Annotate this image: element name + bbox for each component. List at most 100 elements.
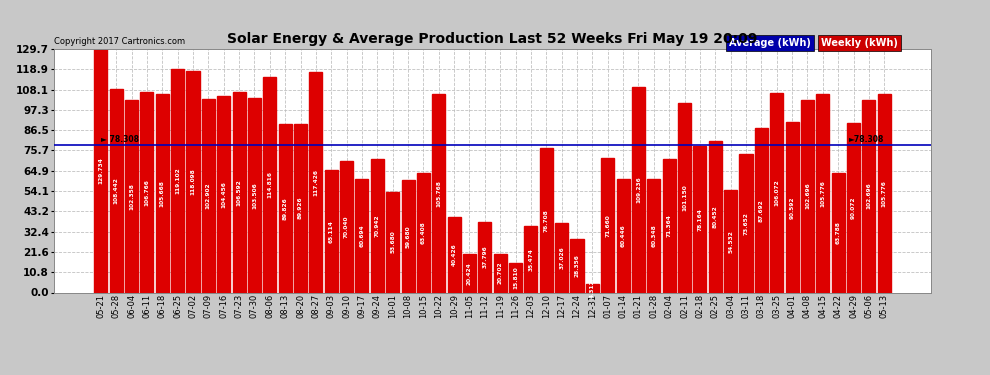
Text: 89.926: 89.926 bbox=[298, 197, 303, 219]
Text: 15.810: 15.810 bbox=[513, 266, 518, 289]
Bar bbox=[847, 123, 860, 292]
Bar bbox=[662, 159, 676, 292]
Text: 105.668: 105.668 bbox=[159, 180, 164, 207]
Bar bbox=[463, 254, 476, 292]
Text: ►78.308: ►78.308 bbox=[848, 135, 884, 144]
Text: 101.150: 101.150 bbox=[682, 184, 687, 211]
Bar bbox=[340, 161, 353, 292]
Text: 4.312: 4.312 bbox=[590, 279, 595, 298]
Bar bbox=[402, 180, 415, 292]
Bar bbox=[878, 94, 891, 292]
Bar bbox=[832, 173, 844, 292]
Bar bbox=[447, 217, 460, 292]
Bar bbox=[371, 159, 384, 292]
Bar bbox=[617, 179, 630, 292]
Text: 37.796: 37.796 bbox=[482, 246, 487, 268]
Bar bbox=[155, 94, 168, 292]
Bar bbox=[278, 124, 292, 292]
Text: 102.696: 102.696 bbox=[805, 183, 810, 210]
Text: 105.776: 105.776 bbox=[882, 180, 887, 207]
Bar bbox=[294, 124, 307, 292]
Text: 20.424: 20.424 bbox=[467, 262, 472, 285]
Bar bbox=[386, 192, 399, 292]
Text: 65.114: 65.114 bbox=[329, 220, 334, 243]
Text: 60.694: 60.694 bbox=[359, 224, 364, 247]
Text: 71.364: 71.364 bbox=[666, 214, 671, 237]
Bar bbox=[125, 100, 138, 292]
Bar bbox=[494, 254, 507, 292]
Bar bbox=[724, 190, 738, 292]
Text: 35.474: 35.474 bbox=[529, 248, 534, 271]
Text: 114.816: 114.816 bbox=[267, 171, 272, 198]
Text: Weekly (kWh): Weekly (kWh) bbox=[821, 38, 898, 48]
Text: 70.040: 70.040 bbox=[345, 216, 349, 238]
Text: 60.446: 60.446 bbox=[621, 224, 626, 247]
Text: 73.652: 73.652 bbox=[743, 212, 748, 235]
Bar bbox=[525, 226, 538, 292]
Text: Copyright 2017 Cartronics.com: Copyright 2017 Cartronics.com bbox=[54, 38, 185, 46]
Bar bbox=[770, 93, 783, 292]
Bar bbox=[754, 128, 768, 292]
Bar bbox=[817, 94, 830, 292]
Bar bbox=[632, 87, 645, 292]
Text: 102.358: 102.358 bbox=[129, 183, 134, 210]
Bar bbox=[478, 222, 491, 292]
Bar bbox=[433, 94, 446, 292]
Bar bbox=[110, 89, 123, 292]
Bar bbox=[248, 98, 261, 292]
Text: 87.692: 87.692 bbox=[759, 199, 764, 222]
Bar bbox=[678, 103, 691, 292]
Bar bbox=[601, 158, 614, 292]
Bar bbox=[586, 284, 599, 292]
Bar bbox=[309, 72, 323, 292]
Text: 70.942: 70.942 bbox=[375, 214, 380, 237]
Bar bbox=[555, 223, 568, 292]
Text: 129.734: 129.734 bbox=[98, 157, 103, 184]
Text: ► 78.308: ► 78.308 bbox=[101, 135, 139, 144]
Bar bbox=[263, 77, 276, 292]
Text: 118.098: 118.098 bbox=[190, 168, 195, 195]
Bar bbox=[740, 154, 752, 292]
Text: 106.592: 106.592 bbox=[237, 179, 242, 206]
Text: 106.072: 106.072 bbox=[774, 180, 779, 206]
Text: 54.532: 54.532 bbox=[728, 230, 734, 253]
Text: 76.708: 76.708 bbox=[544, 209, 548, 232]
Bar bbox=[862, 100, 875, 292]
Text: 53.680: 53.680 bbox=[390, 231, 395, 254]
Text: 80.452: 80.452 bbox=[713, 206, 718, 228]
Text: 117.426: 117.426 bbox=[314, 169, 319, 196]
Text: 59.680: 59.680 bbox=[406, 225, 411, 248]
Text: 20.702: 20.702 bbox=[498, 262, 503, 284]
Bar bbox=[693, 146, 707, 292]
Bar bbox=[94, 49, 107, 292]
Bar bbox=[141, 92, 153, 292]
Text: 63.788: 63.788 bbox=[836, 221, 841, 244]
Text: 109.236: 109.236 bbox=[636, 177, 641, 203]
Text: 105.768: 105.768 bbox=[437, 180, 442, 207]
Bar bbox=[417, 174, 430, 292]
Text: 28.356: 28.356 bbox=[574, 255, 579, 278]
Text: 106.766: 106.766 bbox=[145, 179, 149, 206]
Bar bbox=[509, 263, 522, 292]
Text: 40.426: 40.426 bbox=[451, 243, 456, 266]
Bar bbox=[325, 170, 338, 292]
Text: 37.026: 37.026 bbox=[559, 246, 564, 269]
Bar bbox=[355, 178, 368, 292]
Text: 89.826: 89.826 bbox=[282, 197, 288, 219]
Text: 90.072: 90.072 bbox=[851, 197, 856, 219]
Bar bbox=[801, 100, 814, 292]
Text: 78.164: 78.164 bbox=[697, 208, 703, 231]
Bar bbox=[709, 141, 722, 292]
Text: 105.776: 105.776 bbox=[821, 180, 826, 207]
Bar bbox=[217, 96, 231, 292]
Bar bbox=[171, 69, 184, 292]
Title: Solar Energy & Average Production Last 52 Weeks Fri May 19 20:09: Solar Energy & Average Production Last 5… bbox=[228, 32, 757, 46]
Text: 104.456: 104.456 bbox=[221, 181, 226, 208]
Text: 90.592: 90.592 bbox=[790, 196, 795, 219]
Bar bbox=[186, 71, 200, 292]
Text: 102.902: 102.902 bbox=[206, 183, 211, 209]
Bar bbox=[647, 179, 660, 292]
Text: 102.696: 102.696 bbox=[866, 183, 871, 210]
Bar bbox=[233, 92, 246, 292]
Bar bbox=[785, 122, 799, 292]
